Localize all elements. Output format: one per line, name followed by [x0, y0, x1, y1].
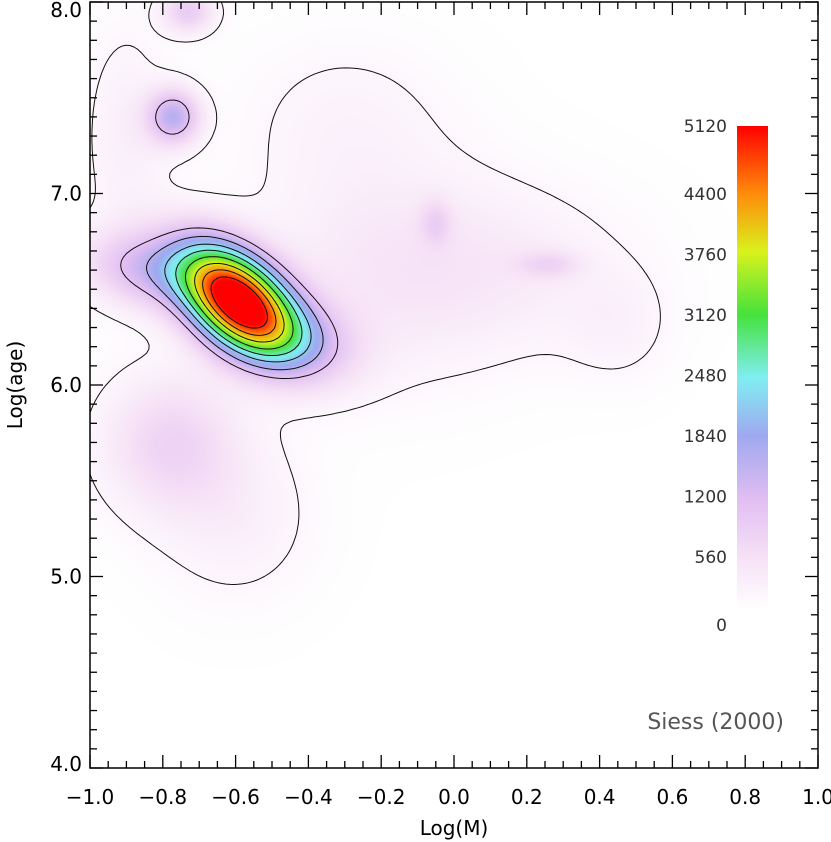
x-tick-label: −0.2 — [357, 785, 406, 809]
contour-level-2 — [146, 235, 324, 371]
colorbar-label: 3760 — [684, 246, 727, 266]
colorbar-labels: 0 560 1200 1840 2480 3120 3760 4400 5120 — [684, 117, 727, 636]
axis-ticks — [89, 1, 819, 769]
x-tick-label: 0.0 — [438, 785, 470, 809]
y-tick-labels: 4.0 5.0 6.0 7.0 8.0 — [50, 0, 82, 776]
contour-level-3 — [164, 243, 312, 363]
y-tick-label: 7.0 — [50, 182, 82, 206]
contour-level-4 — [175, 249, 303, 356]
colorbar-label: 4400 — [684, 185, 727, 205]
source-annotation: Siess (2000) — [647, 710, 784, 735]
colorbar-label: 1840 — [684, 427, 727, 447]
x-tick-label: −0.4 — [284, 785, 333, 809]
colorbar-label: 3120 — [684, 306, 727, 326]
x-tick-labels: −1.0 −0.8 −0.6 −0.4 −0.2 0.0 0.2 0.4 0.6 0.8 1.0 — [66, 785, 831, 809]
y-tick-label: 4.0 — [50, 752, 82, 776]
x-tick-label: −1.0 — [66, 785, 115, 809]
x-tick-label: −0.6 — [211, 785, 260, 809]
contour-lines — [90, 2, 661, 585]
contour-level-8 — [210, 276, 268, 329]
colorbar-label: 5120 — [684, 117, 727, 137]
y-axis-title: Log(age) — [3, 341, 27, 430]
x-tick-label: −0.8 — [139, 785, 188, 809]
x-axis-title: Log(M) — [420, 816, 489, 840]
density-heatmap — [90, 2, 818, 768]
contour-level-1 — [120, 99, 339, 379]
x-tick-label: 0.4 — [584, 785, 616, 809]
colorbar-label: 1200 — [684, 488, 727, 508]
y-tick-label: 6.0 — [50, 373, 82, 397]
x-tick-label: 0.6 — [656, 785, 688, 809]
colorbar — [737, 126, 768, 610]
y-tick-label: 8.0 — [50, 0, 82, 22]
contour-level-7 — [202, 269, 277, 336]
x-tick-label: 1.0 — [802, 785, 831, 809]
x-tick-label: 0.8 — [729, 785, 761, 809]
x-tick-label: 0.2 — [511, 785, 543, 809]
colorbar-label: 2480 — [684, 367, 727, 387]
y-tick-label: 5.0 — [50, 565, 82, 589]
contour-level-6 — [194, 262, 285, 343]
contour-level-0 — [90, 2, 661, 585]
contour-level-5 — [184, 256, 294, 350]
colorbar-label: 560 — [695, 548, 727, 568]
colorbar-label: 0 — [716, 616, 727, 636]
